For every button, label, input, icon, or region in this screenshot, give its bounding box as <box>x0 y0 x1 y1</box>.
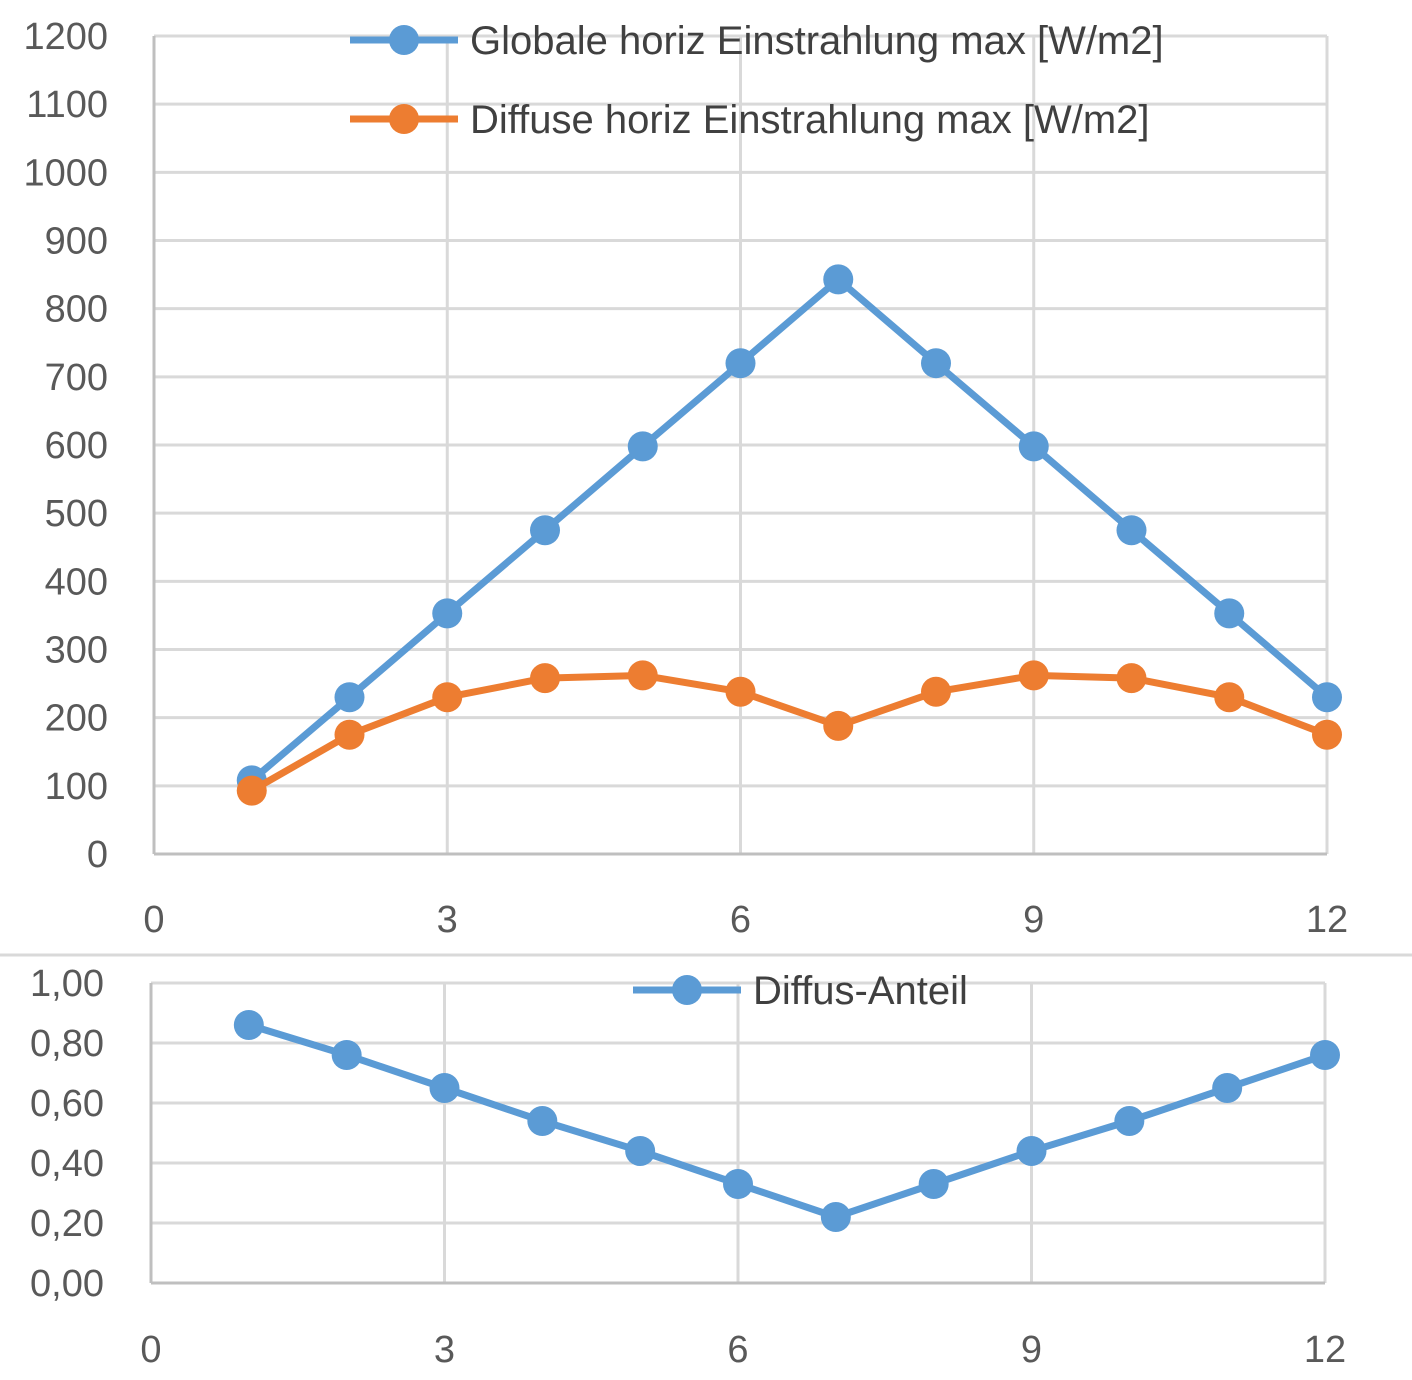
x-tick-label: 12 <box>1304 1329 1346 1371</box>
legend-label: Diffuse horiz Einstrahlung max [W/m2] <box>470 98 1150 142</box>
series-1-point <box>1016 1136 1047 1166</box>
series-1-point <box>921 348 951 379</box>
series-line-1 <box>247 1021 1327 1221</box>
x-tick-label: 6 <box>730 899 751 941</box>
series-1-point <box>331 1040 362 1070</box>
legend-marker <box>672 975 702 1005</box>
series-2-point <box>530 663 560 694</box>
series-1-point <box>530 515 560 546</box>
series-2-point <box>921 676 951 707</box>
y-tick-label: 0 <box>87 834 108 876</box>
series-line-1 <box>249 275 1330 784</box>
series-1-point <box>1212 1073 1243 1103</box>
series-1-point <box>1018 431 1049 462</box>
y-tick-label: 300 <box>45 630 108 672</box>
legend-marker <box>389 104 419 134</box>
series-2-point <box>1312 719 1342 750</box>
series-1-point <box>1116 515 1147 546</box>
series-1-point <box>1114 1106 1145 1136</box>
y-tick-label: 900 <box>45 221 108 263</box>
y-tick-label: 600 <box>45 425 108 467</box>
x-tick-label: 9 <box>1023 899 1044 941</box>
series-1-point <box>625 1136 656 1166</box>
x-tick-label: 3 <box>437 899 458 941</box>
series-1-point <box>334 682 365 713</box>
y-tick-label: 0,00 <box>30 1263 104 1305</box>
y-tick-label: 200 <box>45 698 108 740</box>
series-1-point <box>429 1073 460 1103</box>
series-2-point <box>823 710 854 741</box>
y-tick-label: 800 <box>45 289 108 331</box>
series-2-point <box>236 775 267 806</box>
series-1-point <box>1214 598 1245 629</box>
series-1-point <box>432 598 463 629</box>
x-tick-label: 3 <box>434 1329 455 1371</box>
y-tick-label: 400 <box>45 561 108 603</box>
irradiance-chart: 0 100 200 300 400 500 600 700 800 900 1000 1100 1200… <box>23 16 1348 941</box>
legend-label: Globale horiz Einstrahlung max [W/m2] <box>470 19 1164 63</box>
x-tick-label: 12 <box>1306 899 1348 941</box>
series-2-point <box>725 676 756 707</box>
series-1-point <box>1310 1040 1340 1070</box>
series-1-point <box>723 1169 753 1199</box>
legend-marker <box>389 25 419 55</box>
series-1-point <box>627 431 658 462</box>
series-2-point <box>334 719 365 750</box>
y-tick-label: 700 <box>45 357 108 399</box>
series-1-point <box>820 1202 851 1232</box>
y-tick-label: 0,60 <box>30 1083 104 1125</box>
series-line-2 <box>250 671 1329 794</box>
y-tick-label: 1000 <box>23 152 108 194</box>
y-tick-label: 0,80 <box>30 1023 104 1065</box>
y-tick-label: 1200 <box>23 16 108 58</box>
y-tick-label: 100 <box>45 766 108 808</box>
series-1-point <box>918 1169 949 1199</box>
y-tick-label: 0,40 <box>30 1143 104 1185</box>
series-2-point <box>432 682 463 713</box>
series-1-point <box>1312 682 1342 713</box>
series-1-point <box>823 264 854 295</box>
series-1-point <box>233 1010 264 1040</box>
series-1-point <box>527 1106 558 1136</box>
series-1-point <box>725 348 756 379</box>
y-tick-label: 0,20 <box>30 1203 104 1245</box>
y-tick-label: 1,00 <box>30 963 104 1005</box>
series-2-point <box>1116 663 1147 694</box>
x-tick-label: 9 <box>1021 1329 1042 1371</box>
legend-label: Diffus-Anteil <box>753 969 968 1013</box>
y-tick-label: 1100 <box>26 84 108 126</box>
diffuse-share-chart: 0,00 0,20 0,40 0,60 0,80 1,00 0 3 6 9 12 Diffus-Ant… <box>30 963 1346 1371</box>
series-2-point <box>627 660 658 691</box>
series-2-point <box>1018 660 1049 691</box>
x-tick-label: 0 <box>140 1329 161 1371</box>
x-tick-label: 6 <box>727 1329 748 1371</box>
y-tick-label: 500 <box>45 493 108 535</box>
x-tick-label: 0 <box>143 899 164 941</box>
series-2-point <box>1214 682 1245 713</box>
